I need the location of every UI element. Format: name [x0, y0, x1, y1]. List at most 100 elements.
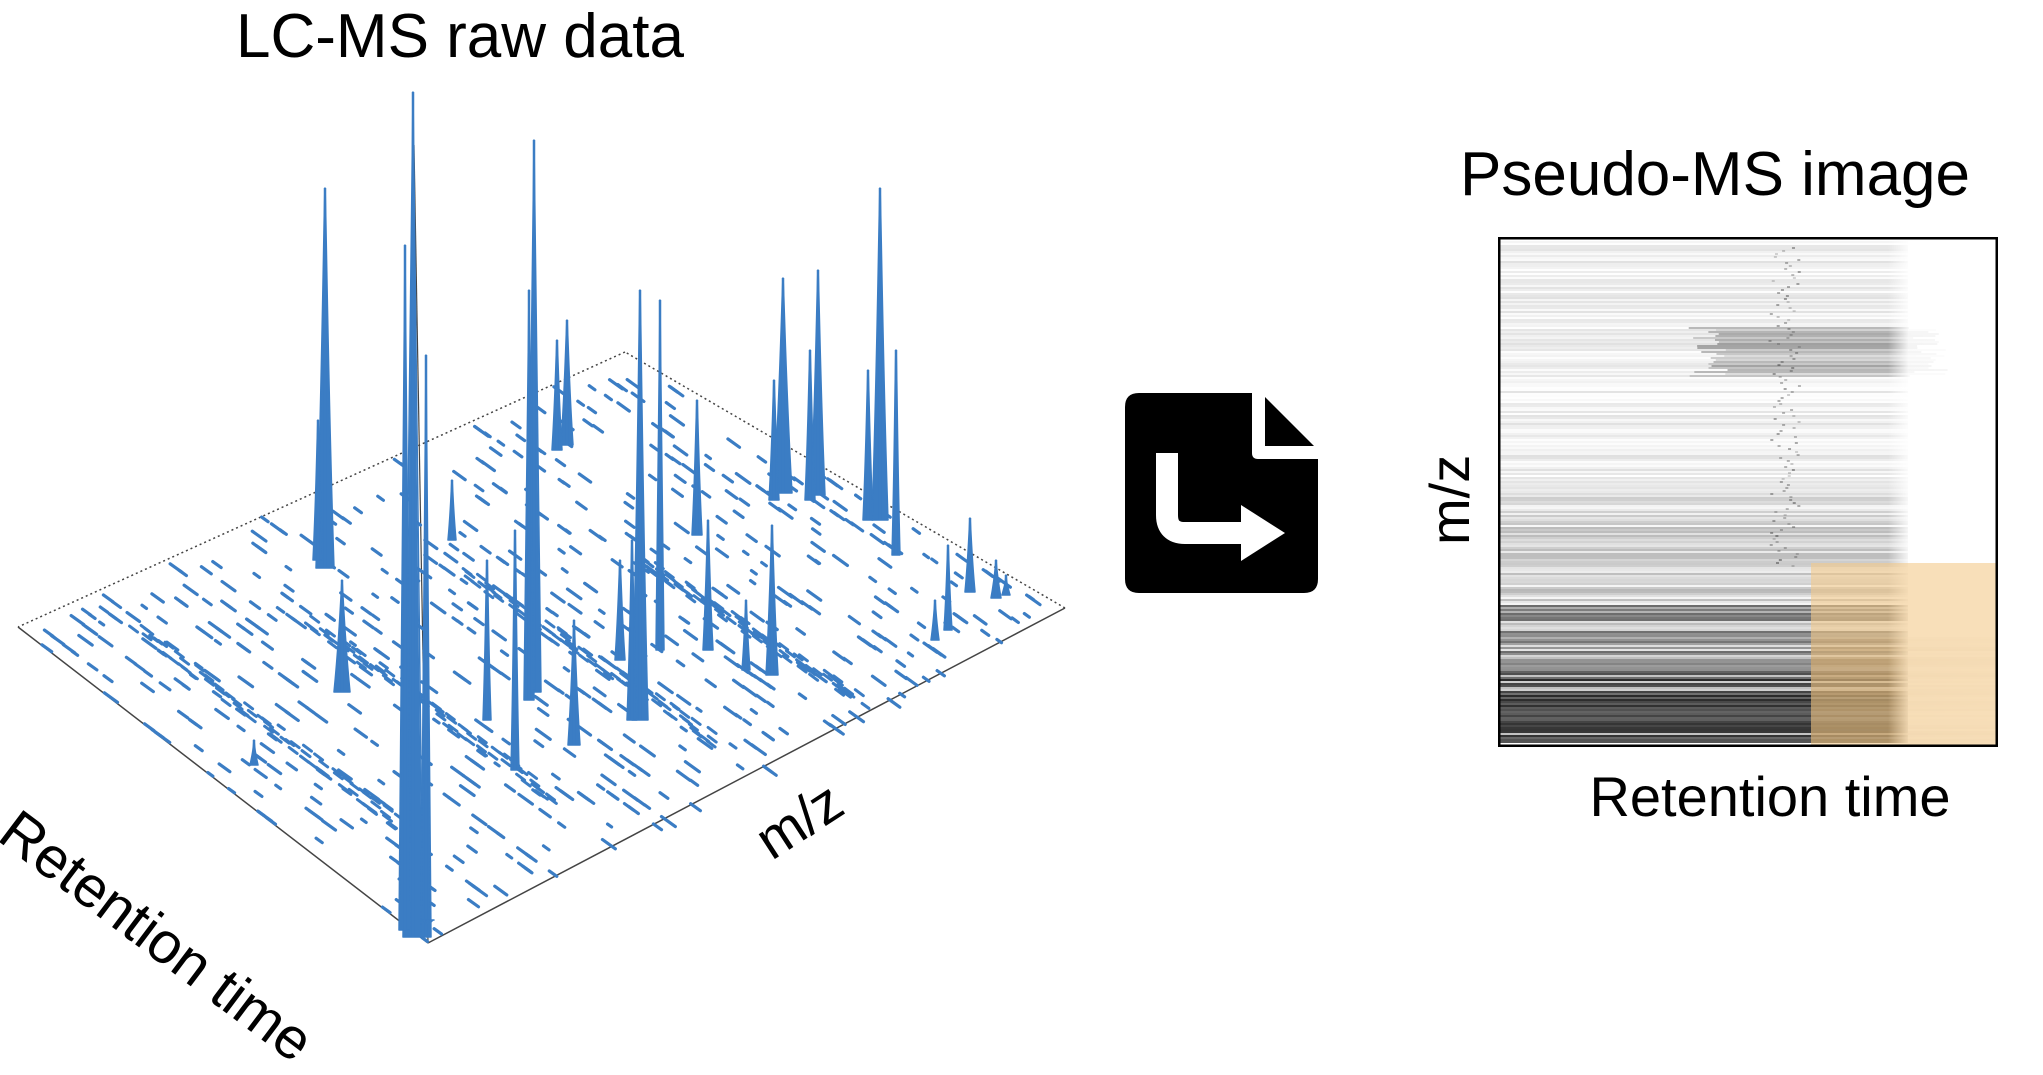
signal-dash [473, 616, 485, 627]
signal-dash [451, 616, 459, 623]
signal-dash [194, 663, 206, 673]
signal-dash [382, 803, 394, 813]
pseudo-ms-mz-label: m/z [1418, 454, 1481, 545]
signal-dash [827, 722, 843, 734]
signal-dash [231, 697, 243, 707]
signal-dash [670, 487, 684, 498]
signal-dash [583, 582, 597, 593]
signal-dash [143, 669, 154, 678]
signal-dash [643, 803, 652, 810]
signal-dash [657, 681, 674, 695]
signal-dash [156, 615, 168, 625]
signal-dash [664, 580, 676, 590]
signal-dash [517, 767, 529, 777]
signal-dash [110, 600, 123, 610]
signal-dash [847, 614, 862, 626]
signal-dash [813, 499, 826, 510]
signal-dash [259, 742, 276, 755]
signal-dash [141, 637, 158, 650]
signal-dash [280, 591, 290, 600]
signal-dash [664, 573, 676, 583]
signal-dash [42, 628, 55, 638]
signal-dash [213, 638, 223, 646]
signal-dash [459, 577, 469, 585]
raw-data-title: LC-MS raw data [236, 2, 684, 71]
signal-dash [623, 500, 635, 510]
signal-dash [447, 723, 459, 733]
signal-dash [379, 809, 391, 819]
signal-dash [720, 608, 732, 618]
ms-peaks [249, 91, 1011, 938]
signal-dash [877, 557, 893, 569]
signal-dash [458, 530, 467, 538]
signal-dash [452, 469, 467, 482]
signal-dash [201, 597, 213, 607]
signal-dash [133, 662, 146, 672]
signal-dash [872, 645, 883, 654]
signal-dash [704, 678, 717, 689]
signal-dash [498, 557, 510, 567]
signal-dash [535, 696, 544, 703]
signal-dash [150, 727, 165, 740]
signal-dash [193, 744, 204, 753]
signal-dash [362, 619, 375, 630]
signal-dash [748, 579, 757, 586]
signal-dash [904, 676, 919, 687]
signal-dash [373, 627, 383, 635]
signal-dash [582, 418, 594, 428]
signal-dash [723, 705, 739, 718]
signal-dash [429, 601, 447, 615]
signal-dash [284, 738, 296, 748]
signal-dash [128, 624, 140, 634]
signal-dash [576, 399, 586, 407]
signal-dash [606, 790, 620, 801]
signal-dash [250, 529, 268, 543]
signal-dash [597, 701, 613, 714]
signal-dash [808, 605, 822, 616]
signal-dash [810, 527, 822, 536]
signal-dash [605, 822, 614, 829]
signal-dash [894, 669, 908, 681]
signal-dash [347, 787, 359, 797]
raw-data-3d-plot [17, 91, 1066, 944]
signal-dash [556, 626, 568, 636]
signal-dash [578, 688, 586, 695]
signal-dash [214, 707, 230, 721]
signal-dash [886, 697, 902, 709]
signal-dash [236, 622, 246, 631]
signal-dash [735, 763, 745, 771]
signal-dash [460, 725, 472, 735]
signal-dash [778, 642, 790, 652]
signal-dash [173, 649, 185, 659]
signal-dash [451, 602, 464, 612]
signal-dash [299, 533, 316, 546]
signal-dash [269, 522, 286, 535]
signal-dash [355, 660, 367, 670]
signal-dash [749, 610, 765, 623]
signal-dash [666, 711, 678, 721]
signal-dash [199, 565, 213, 576]
signal-dash [287, 745, 299, 755]
signal-dash [558, 637, 570, 647]
signal-dash [327, 640, 339, 650]
signal-dash [574, 626, 591, 639]
signal-dash [831, 681, 843, 691]
signal-dash [499, 671, 511, 681]
signal-dash [450, 765, 466, 778]
signal-dash [474, 718, 492, 732]
signal-dash [236, 641, 250, 653]
signal-dash [651, 822, 664, 832]
signal-dash [300, 749, 312, 759]
signal-dash [691, 587, 703, 597]
signal-dash [382, 813, 394, 823]
signal-dash [284, 564, 293, 572]
signal-dash [313, 752, 325, 762]
signal-dash [537, 569, 548, 577]
signal-dash [174, 596, 188, 608]
signal-dash [705, 739, 717, 749]
signal-dash [284, 710, 300, 723]
signal-dash [664, 634, 680, 647]
signal-dash [458, 784, 476, 798]
signal-dash [752, 630, 764, 640]
signal-dash [501, 737, 512, 746]
